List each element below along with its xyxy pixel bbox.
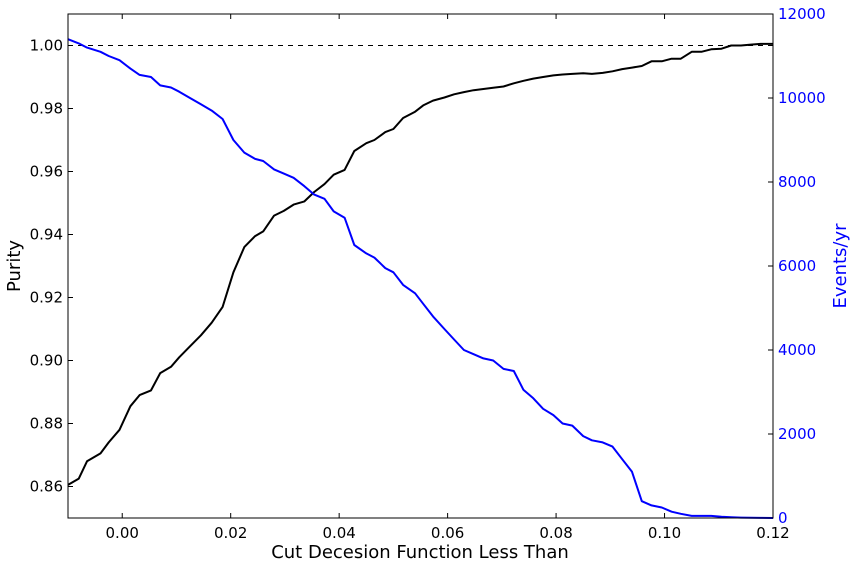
right-y-tick-label: 8000	[778, 173, 816, 191]
left-y-tick-label: 0.86	[30, 478, 63, 496]
x-tick-label: 0.04	[322, 524, 355, 542]
right-y-tick-label: 6000	[778, 257, 816, 275]
plot-area	[68, 14, 773, 518]
x-tick-label: 0.12	[756, 524, 789, 542]
series-line-events	[67, 38, 774, 519]
left-y-tick-label: 0.92	[30, 289, 63, 307]
left-y-tick-label: 0.98	[30, 100, 63, 118]
series-line-purity	[67, 42, 773, 486]
left-axis-title: Purity	[4, 240, 25, 292]
right-y-tick-label: 10000	[778, 89, 826, 107]
x-tick-label: 0.00	[106, 524, 139, 542]
left-y-tick-label: 0.96	[30, 163, 63, 181]
series-layer	[67, 38, 774, 519]
right-y-tick-label: 2000	[778, 425, 816, 443]
left-y-tick-label: 1.00	[30, 37, 63, 55]
right-axis-title: Events/yr	[830, 223, 851, 309]
left-y-tick-label: 0.88	[30, 415, 63, 433]
x-tick-label: 0.10	[648, 524, 681, 542]
ticks-layer: 0.00 0.02 0.04 0.06 0.08 0.10 0.12 0.86 0.88 0.90…	[30, 5, 826, 542]
right-y-tick-label: 12000	[778, 5, 826, 23]
left-y-tick-label: 0.90	[30, 352, 63, 370]
right-y-tick-label: 0	[778, 509, 788, 527]
x-tick-label: 0.02	[214, 524, 247, 542]
x-tick-label: 0.06	[431, 524, 464, 542]
right-y-tick-label: 4000	[778, 341, 816, 359]
x-axis-title: Cut Decesion Function Less Than	[271, 542, 569, 563]
left-y-tick-label: 0.94	[30, 226, 63, 244]
x-tick-label: 0.08	[539, 524, 572, 542]
